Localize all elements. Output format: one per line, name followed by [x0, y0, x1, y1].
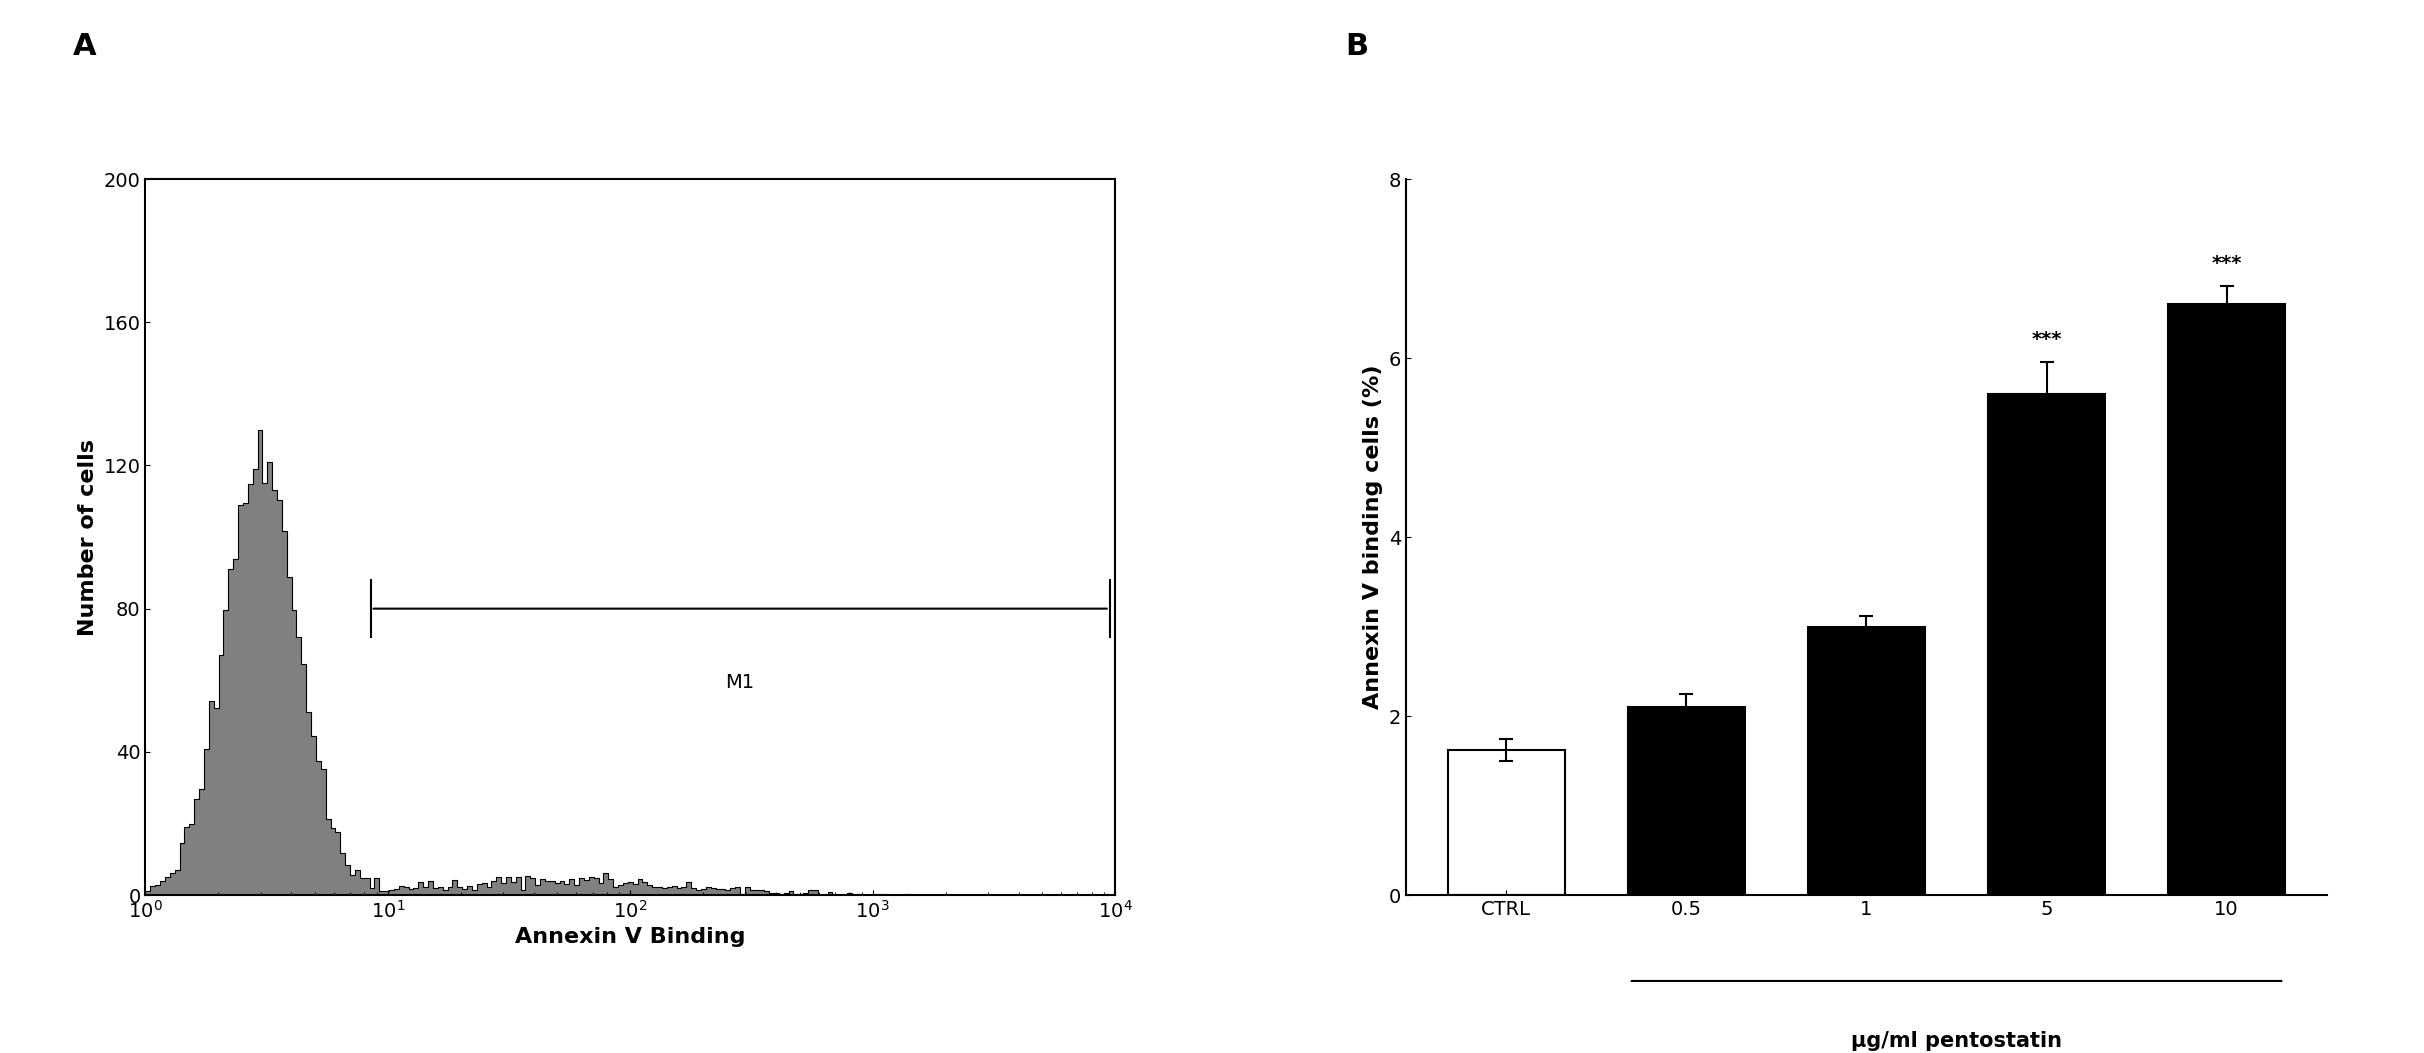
Y-axis label: Number of cells: Number of cells	[78, 438, 97, 636]
Text: M1: M1	[725, 673, 754, 692]
Bar	[1988, 394, 2104, 895]
Text: B: B	[1345, 32, 1370, 61]
Bar	[1447, 750, 1566, 895]
Bar	[1629, 708, 1745, 895]
Y-axis label: Annexin V binding cells (%): Annexin V binding cells (%)	[1362, 364, 1384, 710]
Text: ***: ***	[2031, 330, 2063, 349]
Bar	[1808, 627, 1925, 895]
Text: A: A	[73, 32, 97, 61]
Text: ***: ***	[2211, 254, 2242, 273]
X-axis label: Annexin V Binding: Annexin V Binding	[514, 928, 747, 948]
Text: μg/ml pentostatin: μg/ml pentostatin	[1852, 1031, 2063, 1051]
Bar	[2167, 304, 2286, 895]
